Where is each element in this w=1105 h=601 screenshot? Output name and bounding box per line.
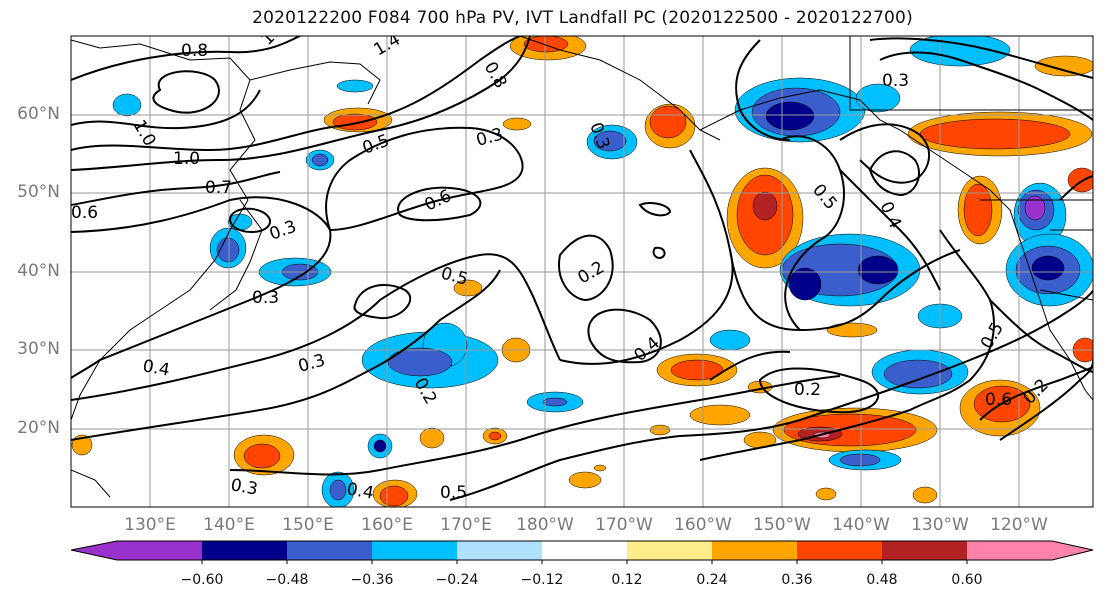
contour-label: 0.7 xyxy=(205,178,232,198)
shade-blob xyxy=(839,453,881,467)
shade-blob xyxy=(332,113,378,131)
lon-label: 130°W xyxy=(911,515,969,535)
contour-label: 0.4 xyxy=(630,333,664,366)
shade-blob xyxy=(387,347,453,377)
shade-blob xyxy=(488,431,502,441)
contour-label: 0.6 xyxy=(422,186,455,216)
lon-label: 140°W xyxy=(832,515,890,535)
lon-label: 180°W xyxy=(516,515,574,535)
colorbar-tick-label: −0.60 xyxy=(180,572,224,588)
colorbar-tick-label: 0.36 xyxy=(781,572,813,588)
colorbar-tick-label: −0.36 xyxy=(350,572,394,588)
colorbar-tick-label: 0.24 xyxy=(696,572,728,588)
shade-blob xyxy=(379,485,409,507)
contour-label: 0.4 xyxy=(141,356,171,380)
colorbar-tick-label: −0.48 xyxy=(265,572,309,588)
shade-blob xyxy=(311,153,329,167)
shade-blob xyxy=(593,130,627,152)
shade-blob xyxy=(419,427,445,449)
contour-label: 0.3 xyxy=(267,217,299,245)
contour-label: 0.3 xyxy=(229,475,259,499)
shade-blob xyxy=(243,443,281,469)
shade-blob xyxy=(568,471,602,489)
contour-label: 1.0 xyxy=(173,149,200,169)
shade-blob xyxy=(649,105,687,139)
lon-label: 170°W xyxy=(595,515,653,535)
colorbar-tick-label: 0.48 xyxy=(866,572,898,588)
shade-blob xyxy=(1031,255,1065,281)
shade-blob xyxy=(826,322,878,338)
contour-label: 0.8 xyxy=(480,59,511,92)
colorbar-tick-label: −0.24 xyxy=(435,572,479,588)
graticule xyxy=(71,36,1093,507)
contour-label: 0.5 xyxy=(440,483,467,503)
colorbar-tick-label: −0.12 xyxy=(520,572,564,588)
lon-label: 140°E xyxy=(203,515,255,535)
shade-blob xyxy=(912,486,938,504)
shade-blob xyxy=(788,267,822,301)
shade-blob xyxy=(670,359,724,381)
shade-blob xyxy=(857,255,899,285)
shade-blob xyxy=(523,36,569,53)
contour-label: 0.2 xyxy=(575,257,608,288)
shade-blob xyxy=(963,183,993,237)
lon-label: 130°E xyxy=(124,515,176,535)
contour-label: 0.6 xyxy=(71,203,98,223)
shade-blob xyxy=(883,359,953,389)
lon-label: 120°W xyxy=(990,515,1048,535)
contour-label: 0.5 xyxy=(439,264,470,290)
shade-blob xyxy=(709,329,751,351)
contour-label: 0.5 xyxy=(977,319,1008,352)
contour-label: 0.2 xyxy=(794,380,821,400)
shade-blob xyxy=(593,464,607,472)
lat-label: 60°N xyxy=(17,104,60,124)
map-title: 2020122200 F084 700 hPa PV, IVT Landfall… xyxy=(252,8,913,28)
lat-label: 40°N xyxy=(17,261,60,281)
shade-blob xyxy=(329,479,347,501)
map-frame xyxy=(70,35,1094,508)
lat-label: 20°N xyxy=(17,418,60,438)
shade-blob xyxy=(502,117,532,131)
contour-label: 1.4 xyxy=(371,29,404,60)
lon-label: 150°E xyxy=(282,515,334,535)
shade-blob xyxy=(336,79,374,93)
shade-blob xyxy=(373,439,387,453)
coastlines xyxy=(71,36,1093,498)
colorbar-tick-label: 0.60 xyxy=(951,572,983,588)
shade-blob xyxy=(1034,55,1093,77)
contour-label: 0.8 xyxy=(181,41,208,61)
lat-label: 30°N xyxy=(17,339,60,359)
contour-label: 0.4 xyxy=(875,199,905,232)
contour-label: 1.0 xyxy=(257,16,290,49)
contour-label: 0.6 xyxy=(985,390,1012,410)
pv-contours xyxy=(71,36,1093,501)
shade-blob xyxy=(649,424,671,436)
shade-blob xyxy=(542,397,568,407)
shade-blob xyxy=(765,101,815,131)
shade-blob xyxy=(453,279,483,297)
shade-blob xyxy=(815,487,837,501)
colorbar-tick-label: 0.12 xyxy=(611,572,643,588)
shade-blob xyxy=(909,36,1011,67)
contour-label: 0.3 xyxy=(882,71,909,91)
lon-label: 160°E xyxy=(361,515,413,535)
lon-label: 170°E xyxy=(440,515,492,535)
lat-label: 50°N xyxy=(17,182,60,202)
lon-label: 160°W xyxy=(674,515,732,535)
shade-blob xyxy=(919,118,1071,150)
lon-label: 150°W xyxy=(753,515,811,535)
contour-label: 0.4 xyxy=(345,479,375,503)
shade-blob xyxy=(1024,195,1046,221)
contour-label: 0.5 xyxy=(808,180,841,214)
shade-blob xyxy=(752,191,778,221)
shade-blob xyxy=(689,404,751,426)
shade-blob xyxy=(855,83,901,113)
contour-label: 0.3 xyxy=(252,288,279,308)
shade-blob xyxy=(112,93,142,117)
pv-anomaly-shading xyxy=(71,36,1093,507)
contour-label: 0.3 xyxy=(296,351,327,377)
contour-label: 1.0 xyxy=(129,117,160,150)
